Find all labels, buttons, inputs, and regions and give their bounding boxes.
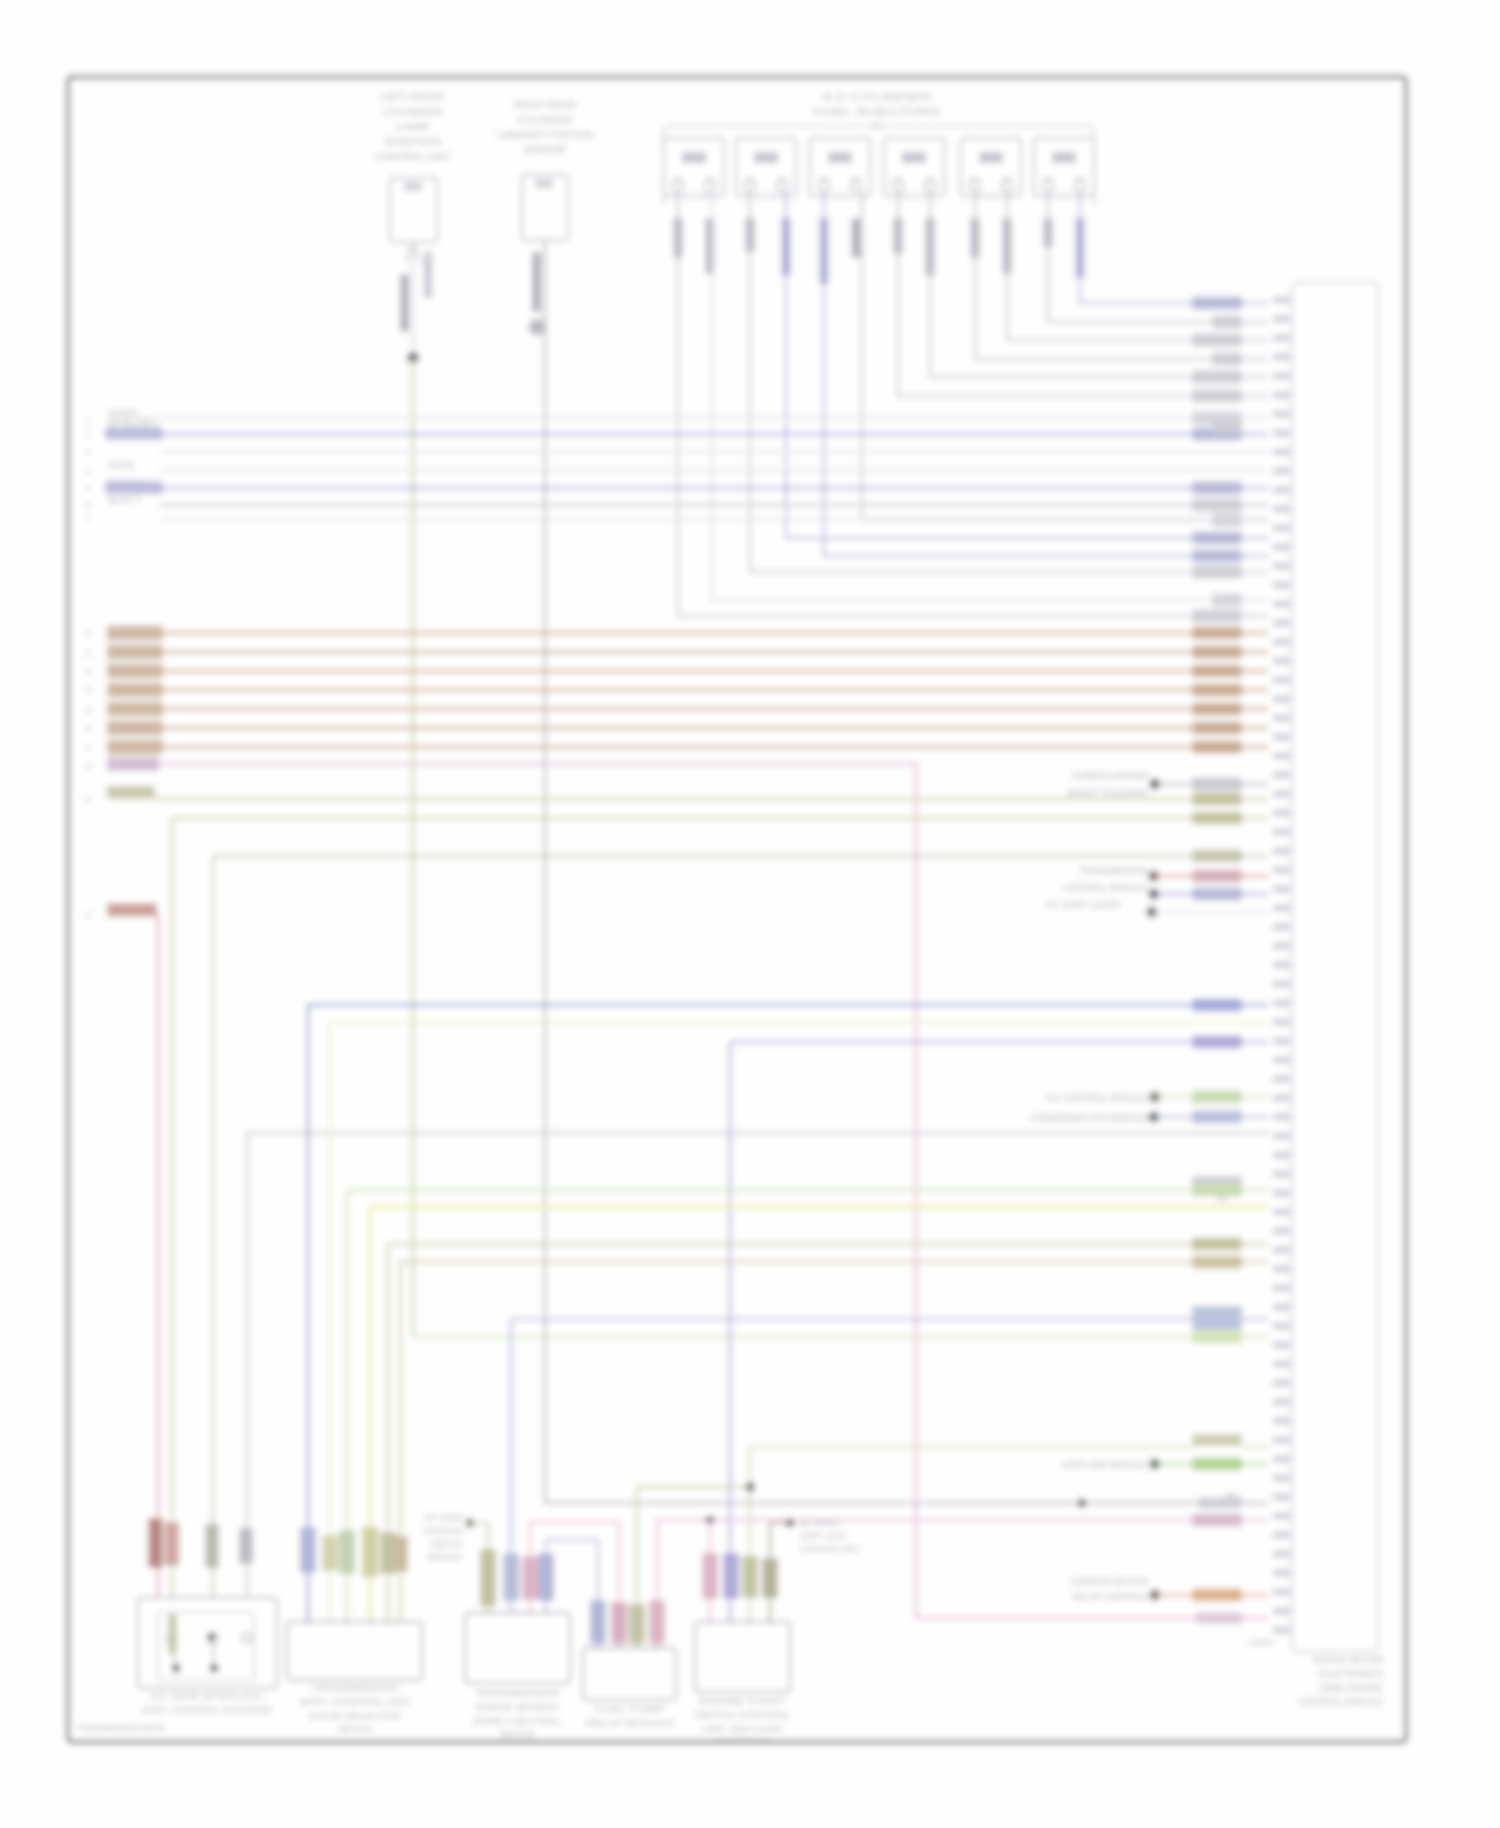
- svg-text:SHIELDED: SHIELDED: [108, 417, 158, 426]
- svg-text:GO MODULE): GO MODULE): [716, 1737, 768, 1746]
- svg-text:CONDENSER FAN MODULE: CONDENSER FAN MODULE: [1029, 1113, 1148, 1123]
- svg-text:A/T GEAR: A/T GEAR: [425, 1514, 462, 1523]
- svg-text:LEFT FRONT: LEFT FRONT: [381, 92, 445, 103]
- svg-text:TURBOCHARGER: TURBOCHARGER: [1071, 771, 1148, 781]
- svg-text:1: 1: [86, 416, 90, 423]
- svg-text:MODULE: MODULE: [428, 1553, 462, 1562]
- svg-text:CONTROL MODULE: CONTROL MODULE: [1298, 1697, 1383, 1707]
- svg-text:FUEL PUMP: FUEL PUMP: [595, 1704, 665, 1714]
- svg-text:SWITCH): SWITCH): [338, 1725, 373, 1734]
- svg-text:14: 14: [84, 688, 92, 695]
- svg-text:CONTROL UNIT: CONTROL UNIT: [800, 1545, 860, 1554]
- svg-text:GRY: GRY: [1224, 1493, 1239, 1500]
- svg-text:UNIT (KEYLESS: UNIT (KEYLESS: [702, 1724, 782, 1734]
- svg-text:A/C CONTROL MODULE: A/C CONTROL MODULE: [1046, 1093, 1148, 1103]
- svg-text:X60004: X60004: [1249, 1640, 1273, 1647]
- svg-text:(GEAR SELECTOR: (GEAR SELECTOR: [309, 1711, 401, 1721]
- svg-text:27: 27: [84, 913, 92, 920]
- svg-text:5: 5: [86, 486, 90, 493]
- svg-text:IGN: IGN: [108, 460, 134, 470]
- svg-text:RELAY CONTROL: RELAY CONTROL: [1073, 1592, 1148, 1602]
- svg-text:BOOST SOLENOID: BOOST SOLENOID: [1068, 788, 1149, 798]
- svg-text:CYLINDER: CYLINDER: [517, 115, 573, 126]
- svg-text:19: 19: [84, 764, 92, 771]
- svg-text:YEL: YEL: [1215, 1197, 1228, 1204]
- svg-text:SENSOR: SENSOR: [524, 145, 566, 156]
- svg-text:TRANSMISSION: TRANSMISSION: [475, 1688, 559, 1698]
- svg-text:BATT: BATT: [108, 495, 142, 505]
- svg-text:POSITION: POSITION: [424, 1527, 462, 1536]
- svg-text:21: 21: [84, 797, 92, 804]
- svg-text:7: 7: [86, 517, 90, 524]
- svg-text:SHIFT LOCK: SHIFT LOCK: [800, 1532, 848, 1541]
- svg-text:ELECTRONICS: ELECTRONICS: [1319, 1669, 1383, 1679]
- svg-text:DIGITAL MOTOR: DIGITAL MOTOR: [1313, 1655, 1383, 1665]
- svg-text:CONTROL UNIT: CONTROL UNIT: [375, 152, 451, 163]
- svg-text:A/T MODE: A/T MODE: [800, 1519, 839, 1528]
- svg-text:SHIFT CONTROL SOLENOID: SHIFT CONTROL SOLENOID: [142, 1705, 272, 1715]
- svg-text:15: 15: [84, 707, 92, 714]
- svg-text:TRANSMISSION: TRANSMISSION: [312, 1683, 398, 1693]
- svg-text:FUEL INJECTORS: FUEL INJECTORS: [813, 107, 941, 118]
- svg-text:13: 13: [84, 669, 92, 676]
- svg-text:6.0 CYLINDER: 6.0 CYLINDER: [823, 92, 931, 103]
- svg-text:RANGE SENSOR: RANGE SENSOR: [476, 1702, 558, 1712]
- svg-text:SWITCH: SWITCH: [430, 1540, 462, 1549]
- svg-text:TRANSMISSION 6HP26: TRANSMISSION 6HP26: [77, 1724, 165, 1733]
- svg-text:2: 2: [86, 432, 90, 439]
- svg-text:(DME) ENGINE: (DME) ENGINE: [1320, 1683, 1383, 1693]
- svg-text:STARTER MOTOR: STARTER MOTOR: [1071, 1577, 1149, 1587]
- svg-text:SWITCH): SWITCH): [500, 1730, 535, 1739]
- svg-text:11: 11: [84, 631, 91, 638]
- svg-text:6: 6: [86, 503, 90, 510]
- svg-text:4: 4: [86, 468, 90, 475]
- svg-text:16: 16: [84, 726, 92, 733]
- svg-text:3: 3: [86, 450, 90, 457]
- svg-text:A/T GEAR INTERLOCK: A/T GEAR INTERLOCK: [151, 1691, 263, 1701]
- svg-text:DATA LINK MODULE: DATA LINK MODULE: [1062, 1460, 1148, 1470]
- svg-text:CONTROL MODULE: CONTROL MODULE: [1063, 883, 1148, 893]
- svg-text:RELAY MODULE: RELAY MODULE: [586, 1718, 674, 1728]
- svg-text:RIGHT REAR: RIGHT REAR: [514, 100, 576, 111]
- svg-text:GND: GND: [108, 408, 138, 418]
- svg-text:SWITCH CONTROL: SWITCH CONTROL: [694, 1710, 790, 1720]
- svg-text:SHIFT CONTROL UNIT: SHIFT CONTROL UNIT: [299, 1697, 411, 1707]
- svg-text:CAMSHAFT POSITION: CAMSHAFT POSITION: [497, 130, 593, 141]
- svg-text:A/T SHIFT LEVER: A/T SHIFT LEVER: [1046, 900, 1121, 910]
- svg-text:IGNITION: IGNITION: [385, 137, 441, 148]
- svg-text:ENGINE START: ENGINE START: [699, 1696, 785, 1706]
- svg-text:LAMP: LAMP: [396, 122, 430, 133]
- svg-text:(PARK / NEUTRAL: (PARK / NEUTRAL: [473, 1716, 561, 1726]
- svg-text:CYLINDER: CYLINDER: [384, 107, 442, 118]
- svg-text:17: 17: [84, 745, 92, 752]
- svg-text:TRANSMISSION: TRANSMISSION: [1079, 866, 1148, 876]
- svg-text:12: 12: [84, 650, 92, 657]
